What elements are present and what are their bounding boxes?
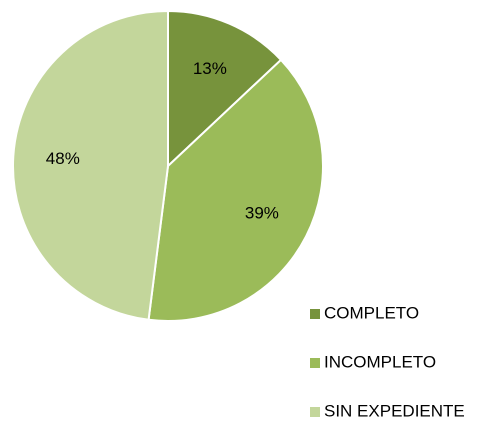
legend-swatch xyxy=(310,309,320,319)
data-label: 13% xyxy=(193,59,227,78)
legend-label: COMPLETO xyxy=(324,303,419,322)
pie-slice xyxy=(167,9,283,169)
pie-slice xyxy=(11,9,169,321)
pie-slice xyxy=(147,58,324,322)
data-label: 48% xyxy=(46,149,80,168)
legend-swatch xyxy=(310,407,320,417)
legend-label: SIN EXPEDIENTE xyxy=(324,401,465,420)
legend-swatch xyxy=(310,358,320,368)
data-label: 39% xyxy=(245,203,279,222)
legend-label: INCOMPLETO xyxy=(324,352,436,371)
